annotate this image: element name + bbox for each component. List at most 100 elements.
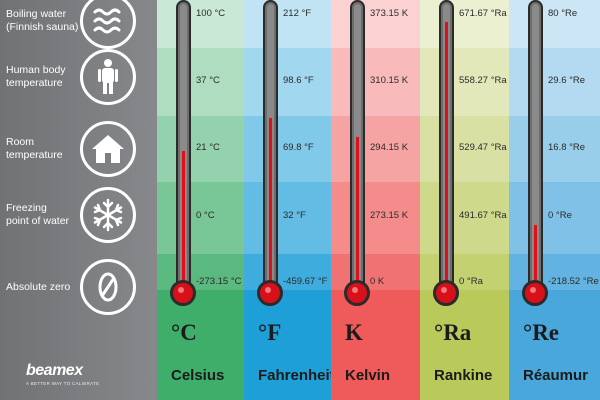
color-band	[157, 116, 244, 182]
unit-symbol: °Ra	[434, 320, 472, 345]
scale-value-label: 32 °F	[283, 210, 306, 221]
scale-value-label: -273.15 °C	[196, 276, 242, 287]
unit-name: Celsius	[171, 367, 225, 384]
thermometer-bulb	[433, 280, 459, 306]
unit-name: Rankine	[434, 367, 493, 384]
unit-name: Kelvin	[345, 367, 391, 384]
thermometer-bulb	[522, 280, 548, 306]
mercury-column	[356, 137, 359, 284]
scale-value-label: 98.6 °F	[283, 75, 314, 86]
scale-value-label: 294.15 K	[370, 142, 409, 153]
scale-value-label: 29.6 °Re	[548, 75, 586, 86]
steam-waves-icon	[80, 0, 136, 49]
scale-value-label: 558.27 °Ra	[459, 75, 507, 86]
scale-column-kelvin: 373.15 K 310.15 K 294.15 K 273.15 K 0 K K Kelv…	[331, 0, 420, 400]
color-band	[331, 182, 420, 254]
scale-value-label: -459.67 °F	[283, 276, 328, 287]
color-band	[420, 116, 509, 182]
color-band	[157, 290, 244, 400]
zero-icon	[80, 259, 136, 315]
color-band	[331, 48, 420, 116]
color-band	[331, 290, 420, 400]
scale-column-réaumur: 80 °Re 29.6 °Re 16.8 °Re 0 °Re -218.52 °Re °R…	[509, 0, 600, 400]
color-band	[509, 0, 600, 48]
scale-value-label: 310.15 K	[370, 75, 409, 86]
scale-value-label: 37 °C	[196, 75, 220, 86]
color-band	[420, 290, 509, 400]
ref-label-freezing: Freezing point of water	[6, 202, 70, 227]
scale-value-label: 16.8 °Re	[548, 142, 586, 153]
scale-value-label: 0 °Re	[548, 210, 572, 221]
ref-label-body: Human body temperature	[6, 64, 66, 89]
thermometer-tube	[528, 0, 543, 286]
ref-label-boiling: Boiling water (Finnish sauna)	[6, 8, 79, 33]
snowflake-icon	[80, 187, 136, 243]
color-band	[244, 254, 331, 290]
scale-value-label: 212 °F	[283, 8, 312, 19]
color-band	[420, 48, 509, 116]
scale-value-label: 491.67 °Ra	[459, 210, 507, 221]
brand-logo: beamex A BETTER WAY TO CALIBRATE	[26, 362, 99, 386]
ref-row-boiling: Boiling water (Finnish sauna)	[0, 0, 157, 54]
thermometer-tube	[263, 0, 278, 286]
thermometer-tube	[350, 0, 365, 286]
color-band	[244, 116, 331, 182]
scale-value-label: 100 °C	[196, 8, 226, 19]
thermometer-bulb	[170, 280, 196, 306]
scale-value-label: 529.47 °Ra	[459, 142, 507, 153]
color-band	[244, 48, 331, 116]
scale-value-label: 273.15 K	[370, 210, 409, 221]
ref-row-absolute-zero: Absolute zero	[0, 254, 157, 320]
color-band	[157, 48, 244, 116]
scale-value-label: -218.52 °Re	[548, 276, 599, 287]
color-band	[509, 290, 600, 400]
house-icon	[80, 121, 136, 177]
color-band	[509, 116, 600, 182]
color-band	[420, 182, 509, 254]
scale-value-label: 69.8 °F	[283, 142, 314, 153]
person-icon	[80, 49, 136, 105]
scale-value-label: 0 °Ra	[459, 276, 483, 287]
color-band	[331, 116, 420, 182]
scale-value-label: 373.15 K	[370, 8, 409, 19]
unit-symbol: °C	[171, 320, 197, 345]
ref-row-body: Human body temperature	[0, 44, 157, 110]
mercury-column	[445, 22, 448, 284]
color-band	[331, 0, 420, 48]
brand-tagline: A BETTER WAY TO CALIBRATE	[26, 381, 100, 386]
unit-name: Réaumur	[523, 367, 589, 384]
color-band	[509, 48, 600, 116]
scale-value-label: 0 °C	[196, 210, 215, 221]
color-band	[244, 290, 331, 400]
ref-label-room: Room temperature	[6, 136, 63, 161]
unit-symbol: °Re	[523, 320, 560, 345]
color-band	[420, 0, 509, 48]
mercury-column	[182, 151, 185, 284]
color-band	[157, 254, 244, 290]
scale-column-celsius: 100 °C 37 °C 21 °C 0 °C -273.15 °C °C Celsius	[157, 0, 244, 400]
mercury-column	[534, 225, 537, 284]
color-band	[157, 182, 244, 254]
thermometer-bulb	[257, 280, 283, 306]
color-band	[509, 182, 600, 254]
thermometer-tube	[439, 0, 454, 286]
reference-panel: Boiling water (Finnish sauna) Human body…	[0, 0, 157, 400]
unit-symbol: °F	[258, 320, 282, 345]
mercury-column	[269, 118, 272, 284]
scale-value-label: 0 K	[370, 276, 385, 287]
scale-value-label: 21 °C	[196, 142, 220, 153]
ref-row-freezing: Freezing point of water	[0, 182, 157, 248]
ref-row-room: Room temperature	[0, 116, 157, 182]
unit-name: Fahrenheit	[258, 367, 331, 384]
brand-name: beamex	[26, 362, 83, 379]
unit-symbol: K	[345, 320, 363, 345]
color-band	[244, 0, 331, 48]
scale-value-label: 671.67 °Ra	[459, 8, 507, 19]
scale-value-label: 80 °Re	[548, 8, 578, 19]
ref-label-absolute-zero: Absolute zero	[6, 280, 71, 293]
color-band	[244, 182, 331, 254]
thermometer-tube	[176, 0, 191, 286]
color-band	[157, 0, 244, 48]
scale-column-rankine: 671.67 °Ra 558.27 °Ra 529.47 °Ra 491.67 °Ra…	[420, 0, 509, 400]
scale-column-fahrenheit: 212 °F 98.6 °F 69.8 °F 32 °F -459.67 °F °F Fah…	[244, 0, 331, 400]
